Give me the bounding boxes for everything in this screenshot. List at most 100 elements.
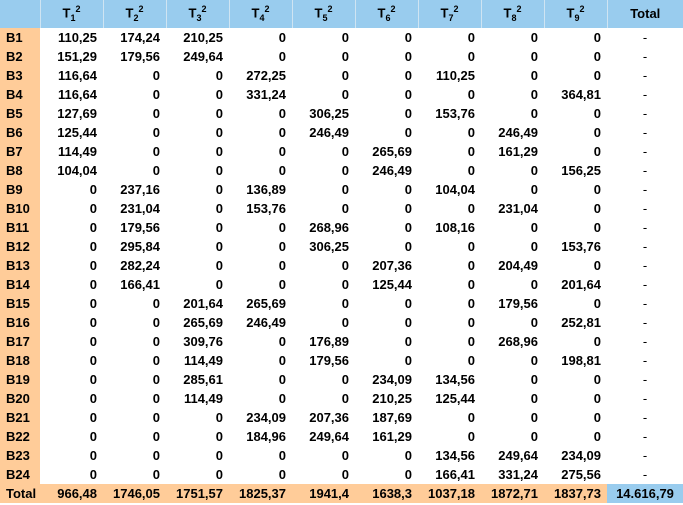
cell: 0 <box>103 123 166 142</box>
cell: 306,25 <box>292 104 355 123</box>
cell: 184,96 <box>229 427 292 446</box>
cell: 0 <box>40 313 103 332</box>
cell: 0 <box>481 275 544 294</box>
table-row: B7114,490000265,690161,290- <box>0 142 683 161</box>
cell: 0 <box>292 256 355 275</box>
row-label: B22 <box>0 427 40 446</box>
cell: 0 <box>103 85 166 104</box>
row-label: B19 <box>0 370 40 389</box>
cell: 0 <box>418 313 481 332</box>
row-total: - <box>607 294 683 313</box>
cell: 0 <box>292 142 355 161</box>
cell: 0 <box>418 351 481 370</box>
cell: 0 <box>544 66 607 85</box>
cell: 0 <box>418 85 481 104</box>
row-total: - <box>607 313 683 332</box>
table-row: B110179,5600268,960108,1600- <box>0 218 683 237</box>
cell: 0 <box>103 370 166 389</box>
cell: 104,04 <box>40 161 103 180</box>
cell: 0 <box>544 332 607 351</box>
row-total: - <box>607 275 683 294</box>
total-row: Total966,481746,051751,571825,371941,416… <box>0 484 683 503</box>
cell: 0 <box>40 275 103 294</box>
row-total: - <box>607 465 683 484</box>
cell: 0 <box>418 47 481 66</box>
cell: 234,09 <box>355 370 418 389</box>
row-label: B13 <box>0 256 40 275</box>
cell: 265,69 <box>166 313 229 332</box>
cell: 0 <box>544 408 607 427</box>
cell: 0 <box>40 427 103 446</box>
cell: 0 <box>418 332 481 351</box>
row-total: - <box>607 446 683 465</box>
cell: 0 <box>481 313 544 332</box>
col-total: 1037,18 <box>418 484 481 503</box>
cell: 249,64 <box>166 47 229 66</box>
col-total: 1638,3 <box>355 484 418 503</box>
cell: 0 <box>481 66 544 85</box>
cell: 0 <box>355 446 418 465</box>
col-head-9: T92 <box>544 0 607 28</box>
cell: 246,49 <box>481 123 544 142</box>
cell: 0 <box>355 237 418 256</box>
row-label: B1 <box>0 28 40 47</box>
col-head-1: T12 <box>40 0 103 28</box>
cell: 179,56 <box>103 218 166 237</box>
cell: 0 <box>355 104 418 123</box>
cell: 0 <box>103 427 166 446</box>
cell: 0 <box>418 294 481 313</box>
col-total: 1837,73 <box>544 484 607 503</box>
cell: 116,64 <box>40 85 103 104</box>
table-row: B1110,25174,24210,25000000- <box>0 28 683 47</box>
cell: 0 <box>292 85 355 104</box>
cell: 0 <box>418 408 481 427</box>
cell: 0 <box>481 180 544 199</box>
col-total: 1872,71 <box>481 484 544 503</box>
row-label: B17 <box>0 332 40 351</box>
cell: 0 <box>292 161 355 180</box>
cell: 0 <box>103 313 166 332</box>
cell: 161,29 <box>355 427 418 446</box>
cell: 237,16 <box>103 180 166 199</box>
cell: 0 <box>166 465 229 484</box>
cell: 0 <box>229 237 292 256</box>
cell: 0 <box>544 47 607 66</box>
cell: 0 <box>544 427 607 446</box>
row-label: B14 <box>0 275 40 294</box>
cell: 0 <box>544 218 607 237</box>
cell: 114,49 <box>40 142 103 161</box>
table-row: B24000000166,41331,24275,56- <box>0 465 683 484</box>
col-head-3: T32 <box>166 0 229 28</box>
row-total: - <box>607 256 683 275</box>
row-total: - <box>607 218 683 237</box>
cell: 0 <box>166 66 229 85</box>
col-total: 1941,4 <box>292 484 355 503</box>
cell: 0 <box>40 218 103 237</box>
cell: 0 <box>166 427 229 446</box>
cell: 0 <box>103 351 166 370</box>
cell: 0 <box>166 85 229 104</box>
cell: 306,25 <box>292 237 355 256</box>
cell: 252,81 <box>544 313 607 332</box>
cell: 0 <box>103 408 166 427</box>
cell: 0 <box>418 427 481 446</box>
cell: 0 <box>355 294 418 313</box>
data-table-container: T12 T22 T32 T42 T52 T62 T72 T82 T92 Tota… <box>0 0 683 503</box>
cell: 0 <box>292 294 355 313</box>
row-label: B20 <box>0 389 40 408</box>
cell: 0 <box>418 142 481 161</box>
cell: 0 <box>103 294 166 313</box>
cell: 0 <box>166 218 229 237</box>
cell: 0 <box>166 199 229 218</box>
cell: 0 <box>229 218 292 237</box>
table-row: B130282,24000207,360204,490- <box>0 256 683 275</box>
cell: 0 <box>40 332 103 351</box>
cell: 0 <box>40 256 103 275</box>
row-label: B11 <box>0 218 40 237</box>
cell: 0 <box>229 370 292 389</box>
row-total: - <box>607 123 683 142</box>
cell: 0 <box>481 237 544 256</box>
row-total: - <box>607 47 683 66</box>
table-row: B1500201,64265,69000179,560- <box>0 294 683 313</box>
cell: 331,24 <box>481 465 544 484</box>
